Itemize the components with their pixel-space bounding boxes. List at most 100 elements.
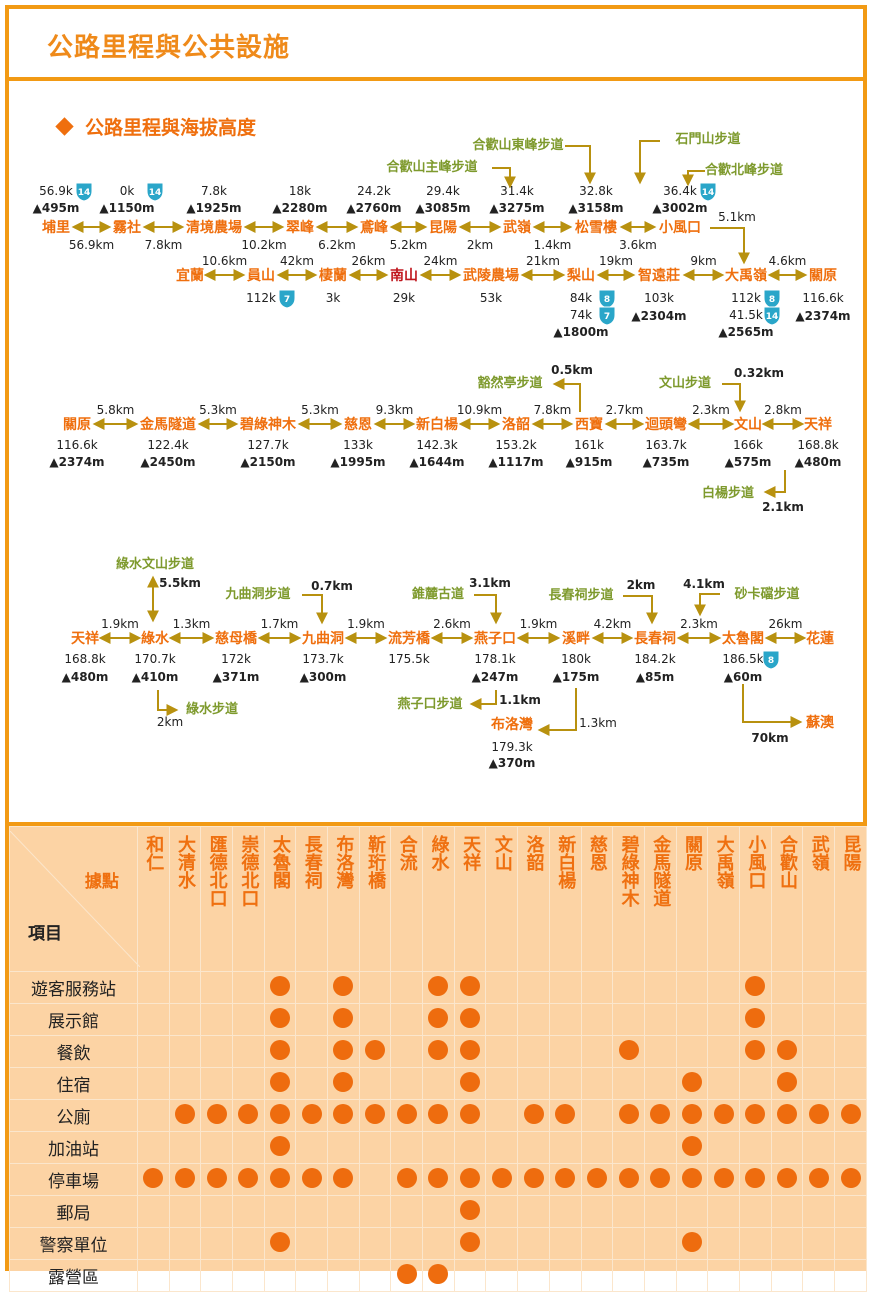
empty-cell — [548, 1131, 582, 1164]
station-elevation: ▲1150m — [99, 201, 154, 215]
facility-dot-icon — [270, 1103, 290, 1124]
distance-label: 1.9km — [101, 617, 139, 631]
station-name: 鳶峰 — [360, 219, 389, 236]
empty-cell — [231, 1195, 265, 1228]
empty-cell — [327, 1131, 360, 1164]
trail-arrow — [552, 378, 581, 412]
station-mileage: 179.3k — [491, 740, 532, 754]
distance-label: 1.9km — [347, 617, 385, 631]
station-elevation: ▲410m — [132, 670, 179, 684]
empty-cell — [770, 1259, 804, 1292]
column-header: 關原 — [675, 826, 709, 972]
station-mileage: 116.6k — [802, 291, 843, 305]
empty-cell — [358, 1163, 392, 1196]
empty-cell — [834, 1227, 867, 1260]
station-elevation: ▲3158m — [568, 201, 623, 215]
highway-shield-number: 14 — [149, 188, 162, 198]
station-mileage: 186.5k — [722, 652, 763, 666]
facility-dot — [517, 1163, 550, 1196]
facility-dot-icon — [206, 1103, 227, 1124]
column-header-label: 綠水 — [428, 835, 450, 871]
station-elevation: ▲85m — [636, 670, 674, 684]
facility-dot — [263, 1067, 297, 1100]
facility-dot — [327, 1099, 360, 1132]
facility-dot — [612, 1099, 645, 1132]
empty-cell — [834, 1035, 867, 1068]
row-label: 露營區 — [9, 1259, 138, 1292]
highway-shield-number: 7 — [604, 312, 610, 322]
station-name: 花蓮 — [806, 630, 834, 647]
corner-top-label: 據點 — [84, 872, 119, 892]
station-mileage: 56.9k — [39, 184, 73, 198]
station-mileage: 175.5k — [388, 652, 429, 666]
station-mileage: 168.8k — [797, 438, 838, 452]
distance-label: 1.3km — [579, 716, 617, 730]
facility-dot — [802, 1099, 836, 1132]
route-arrow — [710, 227, 750, 265]
facility-dot — [453, 1163, 487, 1196]
empty-cell — [580, 1131, 614, 1164]
station-elevation: ▲1800m — [553, 325, 608, 339]
station-name: 流芳橋 — [388, 630, 431, 647]
empty-cell — [643, 1003, 677, 1036]
column-header: 新白楊 — [548, 826, 582, 972]
station-name: 天祥 — [804, 416, 832, 433]
facility-dot — [358, 1035, 392, 1068]
station-name: 關原 — [809, 268, 837, 284]
facility-dot-icon — [333, 975, 354, 996]
empty-cell — [390, 1035, 424, 1068]
column-header-label: 長春祠 — [301, 835, 323, 889]
facility-dot-icon — [301, 1103, 322, 1124]
column-header: 匯德北口 — [200, 826, 233, 972]
station-name: 慈母橋 — [215, 630, 258, 647]
facility-dot-icon — [460, 1103, 481, 1124]
station-elevation: ▲300m — [300, 670, 347, 684]
empty-cell — [422, 1227, 455, 1260]
highway-shield-icon — [278, 289, 296, 309]
empty-cell — [485, 1131, 519, 1164]
distance-label: 21km — [526, 254, 560, 268]
column-header-label: 和仁 — [143, 835, 165, 871]
empty-cell — [770, 971, 804, 1004]
empty-cell — [390, 1195, 424, 1228]
facility-dot — [200, 1099, 233, 1132]
facility-dot — [738, 971, 772, 1004]
facility-dot — [422, 1259, 455, 1292]
empty-cell — [580, 1227, 614, 1260]
trail-name: 燕子口步道 — [397, 696, 462, 712]
empty-cell — [453, 1131, 487, 1164]
facility-dot-icon — [713, 1167, 734, 1188]
facility-dot — [422, 1035, 455, 1068]
facility-dot — [738, 1099, 772, 1132]
facility-dot-icon — [555, 1103, 576, 1124]
trail-arrow — [623, 595, 658, 625]
empty-cell — [770, 1131, 804, 1164]
facility-dot — [675, 1227, 709, 1260]
distance-label: 10.6km — [202, 254, 247, 268]
station-mileage: 168.8k — [64, 652, 105, 666]
trail-arrow — [722, 383, 746, 413]
empty-cell — [168, 1035, 202, 1068]
station-elevation: ▲2374m — [49, 455, 104, 469]
facility-dot-icon — [460, 1231, 481, 1252]
column-header-label: 太魯閣 — [270, 835, 291, 889]
facility-dot — [327, 1067, 360, 1100]
section-heading: 公路里程與海拔高度 — [55, 113, 256, 140]
table-corner: 據點 項目 — [9, 826, 140, 972]
facility-dot — [263, 1131, 297, 1164]
empty-cell — [675, 1003, 709, 1036]
empty-cell — [517, 1003, 550, 1036]
column-header: 天祥 — [453, 826, 487, 972]
facility-dot-icon — [745, 1167, 766, 1188]
station-mileage: 84k — [570, 291, 592, 305]
facility-dot — [422, 1163, 455, 1196]
station-name: 溪畔 — [562, 630, 590, 647]
empty-cell — [263, 1195, 297, 1228]
distance-label: 5.3km — [199, 403, 237, 417]
facility-dot — [770, 1099, 804, 1132]
facility-dot — [422, 971, 455, 1004]
station-name: 新白楊 — [416, 416, 458, 433]
empty-cell — [231, 1227, 265, 1260]
column-header-label: 金馬隧道 — [650, 835, 672, 907]
facility-dot — [675, 1131, 709, 1164]
